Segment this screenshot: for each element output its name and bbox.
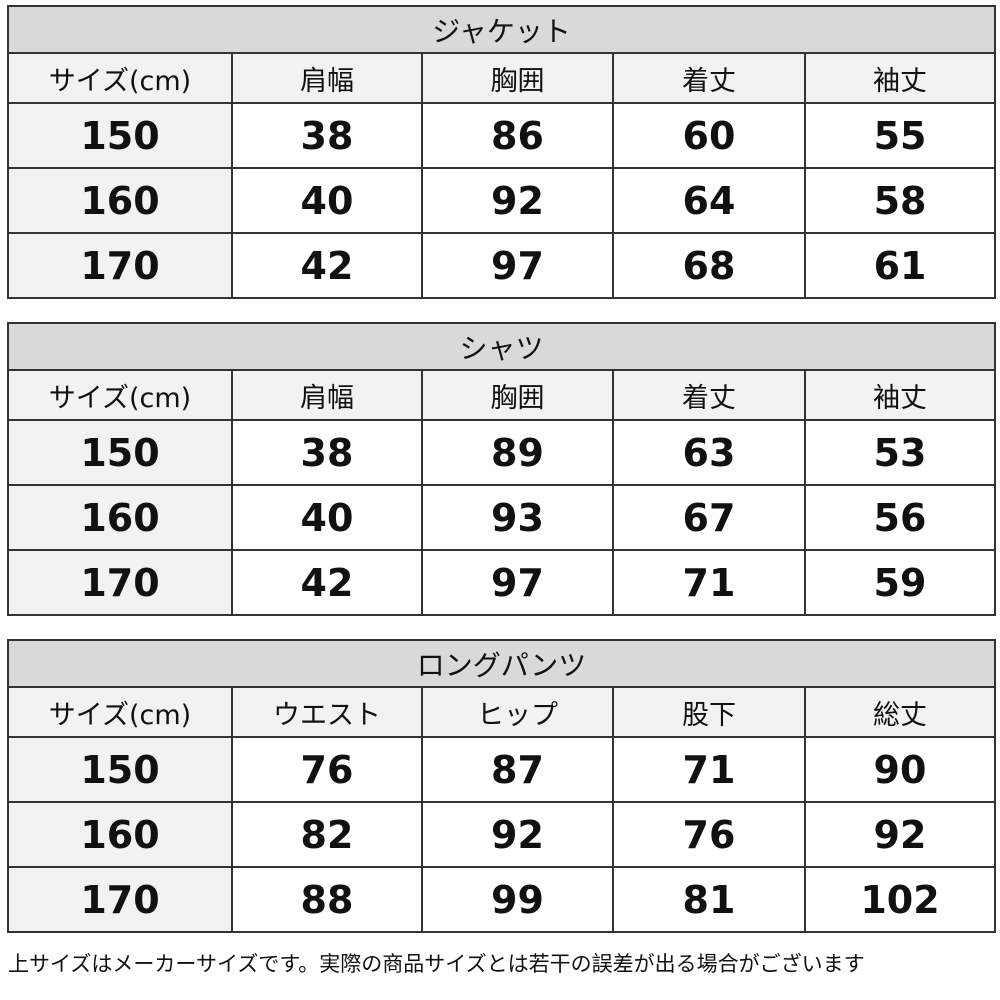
value-cell: 92 [804, 801, 996, 868]
value-cell: 87 [421, 736, 614, 803]
value-cell: 53 [804, 419, 996, 486]
header-row: サイズ(cm) 肩幅 胸囲 着丈 袖丈 [7, 369, 996, 421]
column-header: 股下 [612, 686, 806, 738]
value-cell: 92 [421, 801, 614, 868]
value-cell: 81 [612, 866, 806, 933]
size-table-jacket: ジャケット サイズ(cm) 肩幅 胸囲 着丈 袖丈 150 38 86 60 55 160 40 92 64… [6, 5, 997, 299]
column-header: 肩幅 [231, 52, 423, 104]
value-cell: 90 [804, 736, 996, 803]
value-cell: 71 [612, 549, 806, 616]
value-cell: 40 [231, 484, 423, 551]
column-header: ウエスト [231, 686, 423, 738]
value-cell: 61 [803, 232, 997, 299]
table-title: ジャケット [6, 5, 997, 54]
table-row: 160 40 92 64 58 [7, 167, 997, 234]
value-cell: 60 [612, 102, 806, 169]
value-cell: 97 [421, 232, 614, 299]
table-row: 170 42 97 71 59 [7, 549, 996, 616]
size-cell: 150 [7, 102, 233, 169]
column-header: 肩幅 [231, 369, 423, 421]
size-table-shirt: シャツ サイズ(cm) 肩幅 胸囲 着丈 袖丈 150 38 89 63 53 160 40 93 67 56… [7, 322, 996, 616]
value-cell: 42 [231, 549, 423, 616]
value-cell: 93 [421, 484, 614, 551]
value-cell: 56 [804, 484, 996, 551]
table-row: 160 82 92 76 92 [7, 801, 996, 868]
size-cell: 160 [7, 167, 233, 234]
size-cell: 160 [7, 484, 233, 551]
value-cell: 40 [231, 167, 423, 234]
size-cell: 150 [7, 419, 233, 486]
column-header: 胸囲 [421, 52, 614, 104]
value-cell: 82 [231, 801, 423, 868]
value-cell: 58 [803, 167, 997, 234]
header-row: サイズ(cm) 肩幅 胸囲 着丈 袖丈 [7, 52, 997, 104]
table-row: 150 38 89 63 53 [7, 419, 996, 486]
column-header: サイズ(cm) [7, 52, 233, 104]
value-cell: 92 [421, 167, 614, 234]
column-header: サイズ(cm) [7, 369, 233, 421]
size-cell: 170 [7, 866, 233, 933]
column-header: 袖丈 [804, 369, 996, 421]
value-cell: 71 [612, 736, 806, 803]
size-cell: 160 [7, 801, 233, 868]
value-cell: 64 [612, 167, 806, 234]
value-cell: 99 [421, 866, 614, 933]
table-row: 170 42 97 68 61 [7, 232, 997, 299]
table-row: 160 40 93 67 56 [7, 484, 996, 551]
column-header: ヒップ [421, 686, 614, 738]
table-title: ロングパンツ [7, 639, 996, 688]
value-cell: 63 [612, 419, 806, 486]
size-cell: 170 [7, 232, 233, 299]
column-header: 着丈 [612, 369, 806, 421]
header-row: サイズ(cm) ウエスト ヒップ 股下 総丈 [7, 686, 996, 738]
value-cell: 68 [612, 232, 806, 299]
value-cell: 89 [421, 419, 614, 486]
size-cell: 170 [7, 549, 233, 616]
value-cell: 38 [231, 419, 423, 486]
column-header: 総丈 [804, 686, 996, 738]
value-cell: 97 [421, 549, 614, 616]
size-table-long-pants: ロングパンツ サイズ(cm) ウエスト ヒップ 股下 総丈 150 76 87 71 90 160 82… [7, 639, 996, 933]
value-cell: 88 [231, 866, 423, 933]
table-row: 170 88 99 81 102 [7, 866, 996, 933]
value-cell: 55 [803, 102, 997, 169]
value-cell: 102 [804, 866, 996, 933]
column-header: サイズ(cm) [7, 686, 233, 738]
value-cell: 76 [231, 736, 423, 803]
column-header: 着丈 [612, 52, 806, 104]
size-cell: 150 [7, 736, 233, 803]
value-cell: 59 [804, 549, 996, 616]
table-title: シャツ [7, 322, 996, 371]
value-cell: 67 [612, 484, 806, 551]
value-cell: 38 [231, 102, 423, 169]
column-header: 袖丈 [803, 52, 997, 104]
value-cell: 76 [612, 801, 806, 868]
footnote: 上サイズはメーカーサイズです。実際の商品サイズとは若干の誤差が出る場合がございま… [8, 952, 865, 976]
table-row: 150 38 86 60 55 [7, 102, 997, 169]
value-cell: 42 [231, 232, 423, 299]
table-row: 150 76 87 71 90 [7, 736, 996, 803]
column-header: 胸囲 [421, 369, 614, 421]
value-cell: 86 [421, 102, 614, 169]
